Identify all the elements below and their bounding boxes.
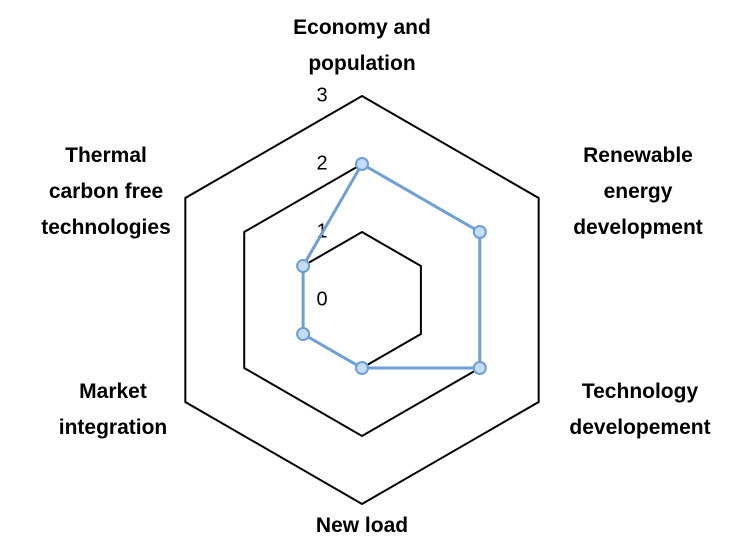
data-point bbox=[296, 259, 311, 273]
category-label: Economy and population bbox=[293, 16, 431, 75]
data-point bbox=[296, 327, 311, 341]
category-label: Renewable energy development bbox=[573, 144, 703, 239]
data-point bbox=[355, 361, 369, 375]
data-point bbox=[472, 225, 487, 239]
grid-ring bbox=[243, 162, 481, 438]
category-label: Technology developement bbox=[569, 380, 711, 439]
data-point bbox=[355, 157, 369, 171]
y-tick-label: 0 bbox=[316, 288, 327, 310]
grid-ring bbox=[184, 94, 540, 506]
y-tick-label: 3 bbox=[316, 84, 327, 106]
series-line bbox=[301, 161, 482, 370]
y-tick-label: 2 bbox=[316, 152, 327, 174]
category-label: Market integration bbox=[58, 380, 168, 439]
category-label: Thermal carbon free technologies bbox=[41, 144, 171, 239]
category-label: New load bbox=[315, 514, 409, 537]
data-point bbox=[472, 361, 487, 375]
